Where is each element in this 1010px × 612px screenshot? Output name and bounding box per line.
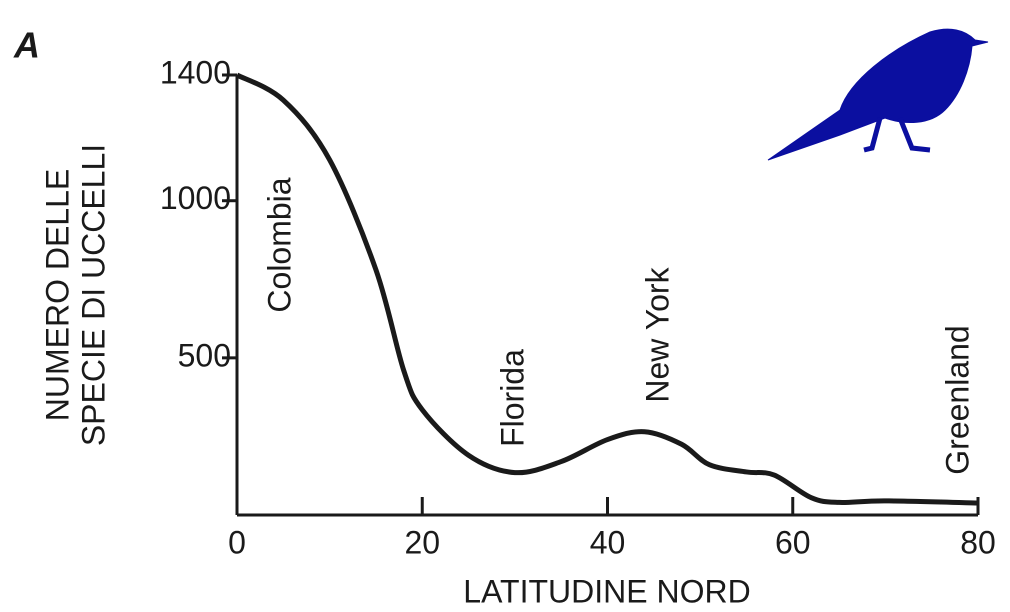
annotation: Colombia xyxy=(261,177,297,312)
annotation: New York xyxy=(639,266,675,402)
bird-icon xyxy=(767,28,989,161)
x-tick-label: 20 xyxy=(404,524,440,560)
y-axis-label-line: NUMERO DELLE xyxy=(39,169,75,422)
x-tick-label: 40 xyxy=(590,524,626,560)
y-axis-label-line: SPECIE DI UCCELLI xyxy=(75,144,111,446)
annotation-group: Greenland xyxy=(939,325,975,474)
data-line xyxy=(235,72,979,506)
y-tick-label: 1400 xyxy=(160,54,231,90)
x-tick-label: 60 xyxy=(775,524,811,560)
annotation-group: Colombia xyxy=(261,177,297,312)
y-tick-label: 1000 xyxy=(160,180,231,216)
annotation: Florida xyxy=(494,349,530,447)
annotation-group: New York xyxy=(639,266,675,402)
x-tick-label: 80 xyxy=(960,524,996,560)
x-axis-label: LATITUDINE NORD xyxy=(463,573,750,609)
annotation: Greenland xyxy=(939,325,975,474)
x-tick-label: 0 xyxy=(228,524,246,560)
annotation-group: Florida xyxy=(494,349,530,447)
panel-label: A xyxy=(13,25,40,66)
y-axis-label: NUMERO DELLE SPECIE DI UCCELLI xyxy=(39,144,111,446)
y-tick-label: 500 xyxy=(178,337,231,373)
